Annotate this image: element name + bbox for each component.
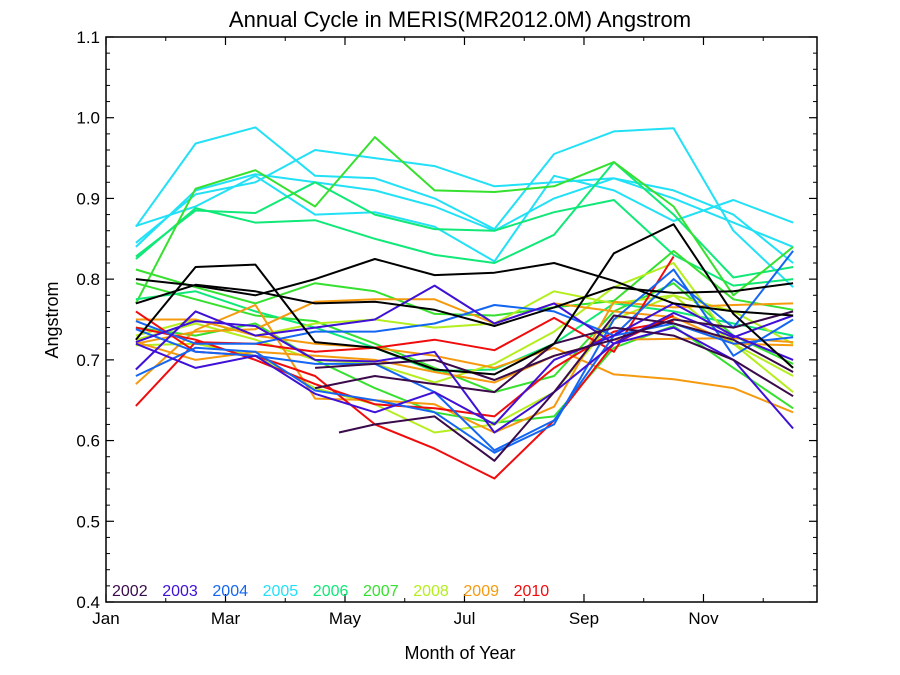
series-line	[135, 223, 794, 376]
x-tick-label: May	[329, 609, 362, 628]
legend-entry: 2002	[112, 583, 148, 600]
legend-entry: 2004	[212, 583, 248, 600]
legend-entry: 2003	[162, 583, 198, 600]
series-line	[135, 282, 794, 327]
legend-entry: 2006	[313, 583, 349, 600]
x-tick-label: Sep	[569, 609, 599, 628]
series-line	[135, 126, 794, 288]
series-line	[135, 268, 794, 454]
chart-title: Annual Cycle in MERIS(MR2012.0M) Angstro…	[229, 7, 691, 32]
series-line	[135, 136, 794, 304]
series-line	[338, 314, 794, 462]
y-tick-label: 0.6	[76, 432, 100, 451]
x-tick-label: Mar	[211, 609, 241, 628]
y-tick-label: 0.7	[76, 351, 100, 370]
series-line	[135, 161, 794, 279]
series-layer	[135, 126, 794, 480]
x-tick-label: Jul	[454, 609, 476, 628]
y-tick-label: 0.8	[76, 270, 100, 289]
y-tick-label: 1.1	[76, 28, 100, 47]
x-tick-label: Jan	[92, 609, 119, 628]
series-line	[135, 250, 794, 345]
y-tick-label: 0.9	[76, 189, 100, 208]
series-line	[135, 173, 794, 264]
series-line	[135, 300, 794, 434]
legend: 2002 2003 2004 2005 2006 2007 2008 2009 2010	[112, 583, 549, 600]
series-line	[135, 258, 794, 317]
series-line	[135, 262, 794, 393]
legend-entry: 2010	[514, 583, 550, 600]
plot-area: 0.4 0.5 0.6 0.7 0.8 0.9 1.0 1.1 Jan Mar May Jul Sep N…	[76, 28, 818, 628]
legend-entry: 2009	[463, 583, 499, 600]
series-line	[135, 284, 794, 430]
series-line	[315, 310, 794, 381]
series-line	[135, 312, 794, 434]
series-line	[135, 174, 794, 263]
legend-entry: 2008	[413, 583, 449, 600]
series-line	[135, 149, 794, 248]
y-axis-title: Angstrom	[42, 281, 62, 358]
x-axis-title: Month of Year	[404, 643, 515, 663]
ticks-layer: 0.4 0.5 0.6 0.7 0.8 0.9 1.0 1.1 Jan Mar May Jul Sep N…	[76, 28, 817, 628]
x-tick-label: Nov	[688, 609, 719, 628]
plot-frame	[105, 36, 818, 603]
y-tick-label: 1.0	[76, 109, 100, 128]
y-tick-label: 0.4	[76, 593, 100, 612]
series-line	[135, 310, 675, 480]
legend-entry: 2007	[363, 583, 399, 600]
series-line	[135, 302, 794, 426]
legend-entry: 2005	[263, 583, 299, 600]
y-tick-label: 0.5	[76, 512, 100, 531]
series-line	[135, 318, 794, 414]
